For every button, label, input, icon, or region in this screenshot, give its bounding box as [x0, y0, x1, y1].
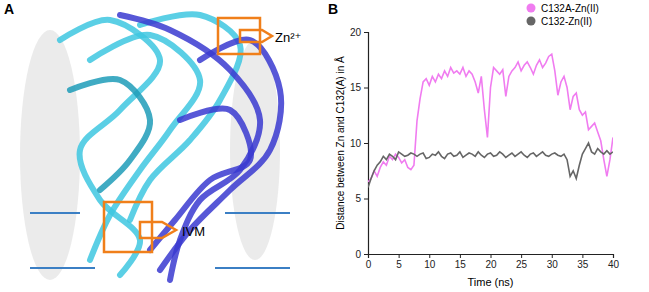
- legend: C132A-Zn(II) C132-Zn(II): [527, 3, 599, 27]
- tick-label: 10: [350, 138, 362, 149]
- tick-label: 5: [355, 193, 361, 204]
- membrane-line: [225, 212, 290, 214]
- tick-label: 40: [608, 259, 620, 270]
- ribbon: [160, 39, 281, 270]
- tick-label: 10: [424, 259, 436, 270]
- tick: 0: [355, 249, 368, 260]
- legend-marker: [527, 4, 536, 13]
- legend-marker: [527, 17, 536, 26]
- tick: 0: [366, 254, 372, 270]
- tick-mark: [582, 254, 583, 258]
- tick-mark: [460, 254, 461, 258]
- zinc-label: Zn²⁺: [275, 30, 301, 45]
- tick: 20: [350, 27, 368, 38]
- tick-mark: [364, 199, 368, 200]
- ribbon: [60, 20, 160, 275]
- chart-title: B: [328, 1, 338, 17]
- x-axis-title: Time (ns): [467, 276, 513, 288]
- tick: 40: [608, 254, 620, 270]
- tick: 10: [424, 254, 436, 270]
- membrane-line: [215, 267, 290, 269]
- tick-label: 0: [355, 249, 361, 260]
- panel-b: B 0 5 10 15 20 25 30 35 40 0 5 10 15 20 Time (ns) Distan…: [328, 1, 619, 288]
- tick-mark: [552, 254, 553, 258]
- x-axis: 0 5 10 15 20 25 30 35 40: [366, 254, 620, 270]
- tick-mark: [364, 143, 368, 144]
- tick-label: 30: [547, 259, 559, 270]
- tick: 5: [355, 193, 368, 204]
- tick-label: 15: [350, 82, 362, 93]
- tick: 10: [350, 138, 368, 149]
- tick-label: 5: [396, 259, 402, 270]
- ribbon: [70, 79, 150, 190]
- series-line: [368, 54, 613, 182]
- tick: 15: [455, 254, 467, 270]
- ivm-box: [104, 202, 152, 252]
- legend-label: C132-Zn(II): [541, 16, 592, 27]
- zinc-arrow: [240, 30, 272, 42]
- tick: 25: [516, 254, 528, 270]
- tick-mark: [491, 254, 492, 258]
- tick-mark: [364, 32, 368, 33]
- tick-mark: [364, 88, 368, 89]
- y-axis: 0 5 10 15 20: [350, 27, 369, 260]
- figure: A Zn²⁺ IVM B 0 5 10 15 20 25 30 35 40 0 5 10 15 20 Time (n…: [0, 0, 649, 292]
- tick: 20: [485, 254, 497, 270]
- tick: 35: [577, 254, 589, 270]
- tick: 15: [350, 82, 368, 93]
- panel-label: A: [4, 1, 14, 17]
- ivm-arrow: [140, 222, 176, 238]
- tick-mark: [521, 254, 522, 258]
- tick: 5: [396, 254, 402, 270]
- tick-mark: [429, 254, 430, 258]
- legend-label: C132A-Zn(II): [541, 3, 599, 14]
- ribbon: [150, 109, 251, 250]
- series-line: [368, 143, 613, 187]
- tick-label: 0: [366, 259, 372, 270]
- axis-line: [364, 33, 369, 255]
- tick-label: 20: [485, 259, 497, 270]
- tick: 30: [547, 254, 559, 270]
- y-axis-title: Distance between Zn and C132(A) in Å: [334, 56, 346, 230]
- plot-area: [368, 54, 613, 187]
- tick-label: 25: [516, 259, 528, 270]
- panel-a: A Zn²⁺ IVM: [4, 1, 301, 280]
- tick-mark: [364, 254, 368, 255]
- axis-line: [369, 255, 614, 259]
- tick-mark: [613, 254, 614, 258]
- tick-label: 20: [350, 27, 362, 38]
- membrane-line: [30, 267, 95, 269]
- tick-label: 15: [455, 259, 467, 270]
- tick-label: 35: [577, 259, 589, 270]
- membrane-line: [30, 212, 80, 214]
- ivm-label: IVM: [182, 224, 205, 239]
- subunit-shadow: [20, 30, 80, 280]
- tick-mark: [399, 254, 400, 258]
